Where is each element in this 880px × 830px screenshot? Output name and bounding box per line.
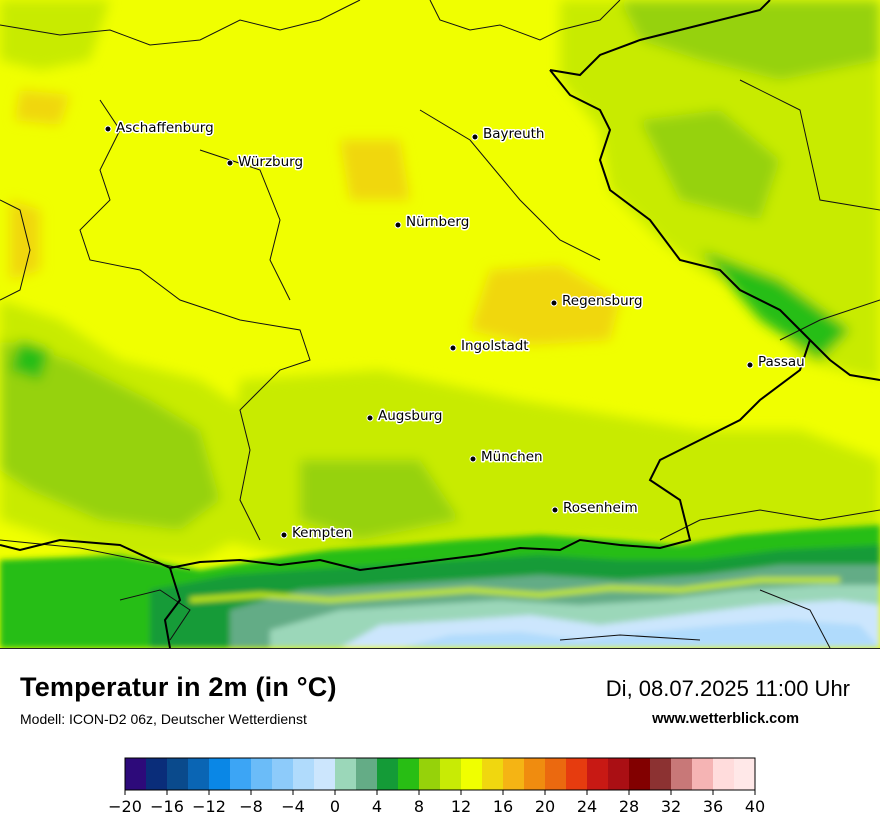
legend-swatch (482, 758, 504, 790)
city-kempten: Kempten (280, 524, 354, 543)
city-markers: Aschaffenburg Würzburg Bayreuth Nürnberg… (104, 119, 806, 543)
legend-tick-label: 20 (535, 797, 555, 816)
legend-swatch (461, 758, 483, 790)
forecast-datetime: Di, 08.07.2025 11:00 Uhr (605, 676, 850, 701)
map-title: Temperatur in 2m (in °C) (20, 672, 337, 702)
legend-swatch (524, 758, 546, 790)
legend-swatch (566, 758, 588, 790)
city-ingolstadt: Ingolstadt (449, 337, 530, 356)
legend-swatch (671, 758, 693, 790)
city-rosenheim: Rosenheim (551, 499, 639, 518)
legend-tick-label: 40 (745, 797, 765, 816)
borders (0, 0, 880, 648)
city-passau: Passau (746, 353, 806, 372)
legend-tick-label: −12 (192, 797, 226, 816)
legend-swatch (734, 758, 756, 790)
city-label: München (481, 449, 543, 465)
city-regensburg: Regensburg (550, 292, 644, 311)
legend-swatch (440, 758, 462, 790)
city-label: Aschaffenburg (116, 120, 214, 136)
temperature-map: Aschaffenburg Würzburg Bayreuth Nürnberg… (0, 0, 880, 649)
temperature-field (0, 0, 880, 560)
city-muenchen: München (469, 448, 544, 467)
city-label: Kempten (292, 525, 352, 541)
legend-tick-label: 12 (451, 797, 471, 816)
legend-swatch (209, 758, 231, 790)
legend-swatch (629, 758, 651, 790)
legend-swatch (314, 758, 336, 790)
legend-swatch (650, 758, 672, 790)
city-label: Ingolstadt (461, 338, 529, 354)
city-label: Regensburg (562, 293, 643, 309)
legend-swatch (356, 758, 378, 790)
national-borders (0, 0, 880, 648)
legend-swatch (335, 758, 357, 790)
city-nuernberg: Nürnberg (394, 213, 471, 232)
legend-tick-label: 24 (577, 797, 597, 816)
city-label: Rosenheim (563, 500, 638, 516)
legend-tick-label: 32 (661, 797, 681, 816)
legend-frame (124, 757, 756, 791)
legend-swatch (692, 758, 714, 790)
legend-swatch (608, 758, 630, 790)
legend-tick-label: 36 (703, 797, 723, 816)
legend-tick-label: −20 (108, 797, 142, 816)
legend-swatch (293, 758, 315, 790)
city-label: Würzburg (238, 154, 303, 170)
legend-tick-label: 16 (493, 797, 513, 816)
legend-swatch (503, 758, 525, 790)
legend-tick-label: 8 (414, 797, 424, 816)
legend-swatch (188, 758, 210, 790)
legend-swatches (125, 758, 756, 790)
legend-swatch (251, 758, 273, 790)
legend-swatch (545, 758, 567, 790)
legend-tick-label: 4 (372, 797, 382, 816)
legend-swatch (230, 758, 252, 790)
legend-swatch (125, 758, 147, 790)
city-label: Nürnberg (406, 214, 469, 230)
legend-tick-label: −8 (239, 797, 263, 816)
legend-swatch (419, 758, 441, 790)
legend-ticks: −20 −16 −12 −8 −4 0 4 8 12 16 20 24 28 32 36 40 (108, 790, 765, 816)
model-subtitle: Modell: ICON-D2 06z, Deutscher Wetterdie… (20, 711, 307, 727)
legend-swatch (377, 758, 399, 790)
city-label: Passau (758, 354, 805, 370)
legend-tick-label: 0 (330, 797, 340, 816)
legend-tick-label: −16 (150, 797, 184, 816)
legend-swatch (272, 758, 294, 790)
legend-swatch (167, 758, 189, 790)
city-augsburg: Augsburg (366, 407, 444, 426)
color-legend: −20 −16 −12 −8 −4 0 4 8 12 16 20 24 28 32 36 40 (108, 757, 765, 816)
legend-swatch (146, 758, 168, 790)
legend-swatch (713, 758, 735, 790)
city-label: Augsburg (378, 408, 442, 424)
city-wuerzburg: Würzburg (226, 153, 305, 172)
website-label: www.wetterblick.com (652, 711, 799, 727)
legend-tick-label: 28 (619, 797, 639, 816)
city-aschaffenburg: Aschaffenburg (104, 119, 215, 138)
city-bayreuth: Bayreuth (471, 125, 546, 144)
legend-tick-label: −4 (281, 797, 305, 816)
legend-swatch (587, 758, 609, 790)
city-label: Bayreuth (483, 126, 545, 142)
legend-swatch (398, 758, 420, 790)
alps-field (0, 525, 880, 648)
